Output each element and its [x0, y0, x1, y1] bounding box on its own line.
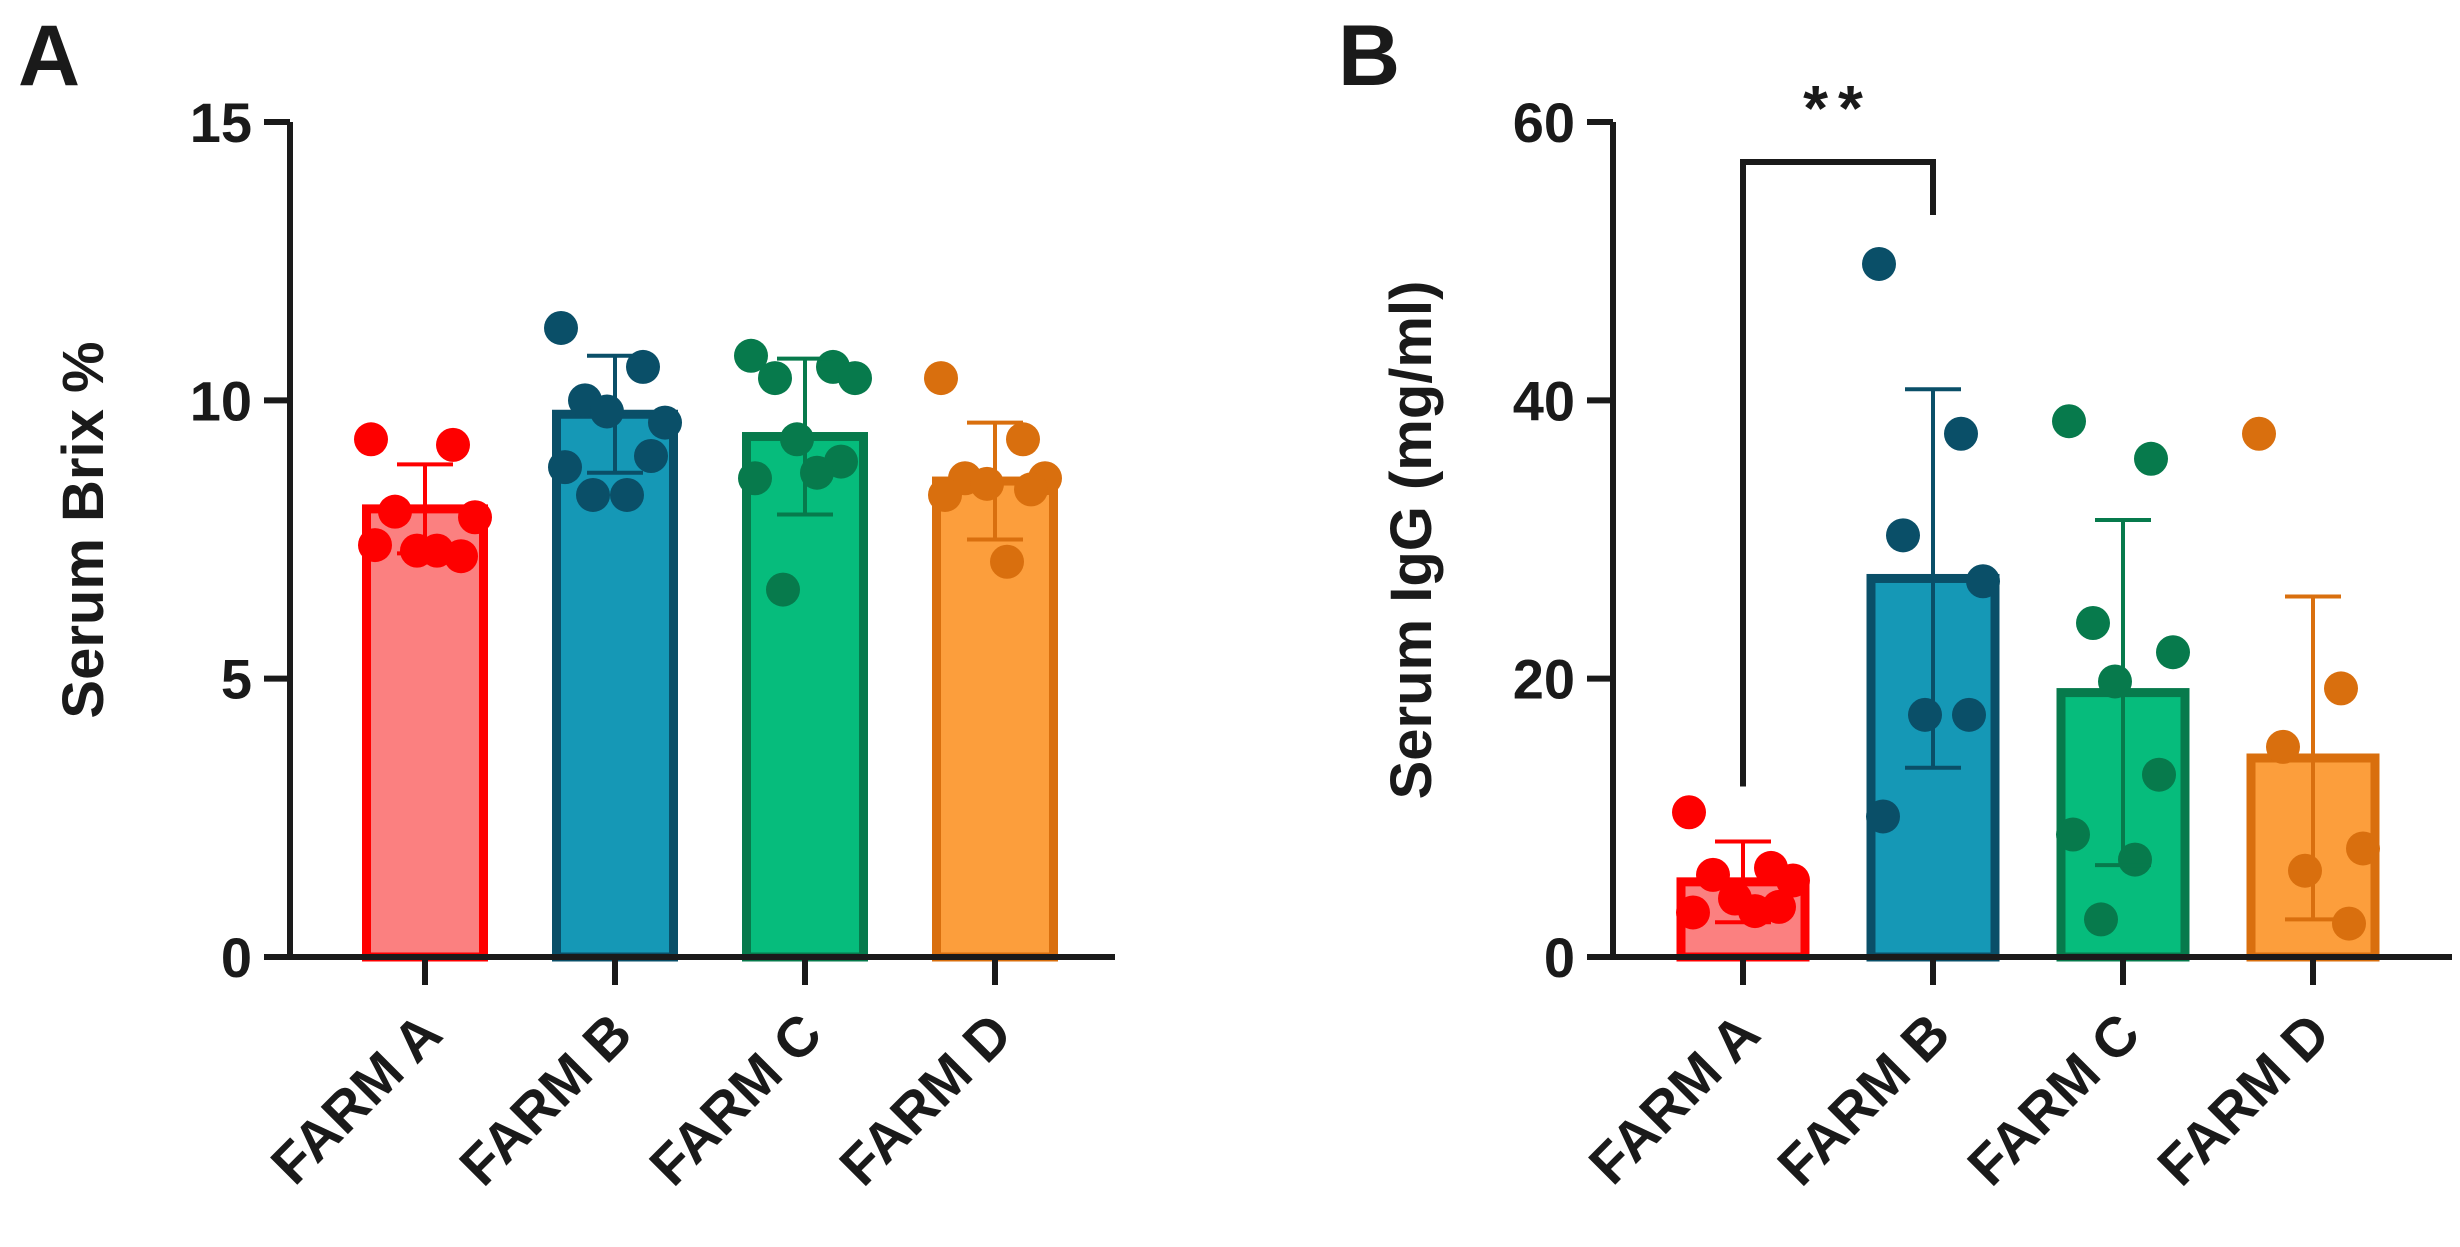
data-point [548, 450, 582, 485]
x-tick-label: FARM C [637, 1001, 833, 1197]
y-tick-label: 5 [221, 648, 252, 711]
data-point [2076, 606, 2110, 640]
data-point [766, 572, 800, 607]
bar-farm-a [362, 504, 488, 962]
data-point [1738, 894, 1772, 929]
data-point [2098, 664, 2132, 699]
data-point [1908, 697, 1942, 732]
data-point [2288, 853, 2322, 888]
data-point [590, 394, 624, 429]
data-point [1776, 863, 1810, 898]
data-point [458, 500, 492, 535]
x-tick-label: FARM D [2145, 1001, 2341, 1197]
data-point [2134, 441, 2168, 476]
data-point [1006, 422, 1040, 457]
y-tick-label: 10 [190, 369, 252, 432]
data-point [758, 361, 792, 396]
y-tick-label: 60 [1513, 91, 1575, 154]
data-point [2084, 902, 2118, 937]
x-tick-label: FARM C [1955, 1001, 2151, 1197]
data-point [1866, 799, 1900, 834]
data-point [1672, 795, 1706, 830]
data-point [2142, 757, 2176, 792]
data-point [1014, 472, 1048, 507]
y-axis-title: Serum Brix % [51, 341, 116, 718]
data-point [358, 528, 392, 563]
data-point [738, 461, 772, 496]
data-point [2266, 729, 2300, 764]
data-point [2332, 906, 2366, 941]
data-point [1886, 518, 1920, 553]
data-point [2324, 671, 2358, 706]
data-point [378, 494, 412, 529]
panel-letter: B [1338, 8, 1400, 104]
y-tick-label: 40 [1513, 369, 1575, 432]
panel-letter: A [18, 8, 80, 104]
data-point [626, 349, 660, 384]
data-point [420, 533, 454, 568]
data-point [634, 439, 668, 473]
data-point [2156, 635, 2190, 670]
x-tick-label: FARM B [447, 1001, 643, 1197]
data-point [734, 338, 768, 373]
y-tick-label: 20 [1513, 648, 1575, 711]
data-point [576, 477, 610, 512]
y-axis-title: Serum IgG (mg/ml) [1379, 281, 1444, 800]
data-point [544, 310, 578, 345]
data-point [2052, 404, 2086, 439]
data-point [1676, 895, 1710, 930]
data-point [924, 361, 958, 396]
data-point [800, 455, 834, 490]
data-point [970, 466, 1004, 501]
data-point [610, 477, 644, 512]
data-point [780, 422, 814, 457]
significance-label: ** [1803, 72, 1873, 144]
data-point [928, 477, 962, 512]
data-point [436, 427, 470, 462]
data-point [2346, 831, 2380, 866]
y-tick-label: 15 [190, 91, 252, 154]
data-point [648, 405, 682, 440]
y-tick-label: 0 [221, 926, 252, 989]
y-tick-label: 0 [1544, 926, 1575, 989]
data-point [1944, 416, 1978, 451]
data-point [1966, 564, 2000, 599]
x-tick-label: FARM A [1577, 1001, 1772, 1196]
x-tick-label: FARM A [259, 1001, 454, 1196]
x-tick-label: FARM D [827, 1001, 1023, 1197]
data-point [838, 361, 872, 396]
data-point [2118, 842, 2152, 877]
data-point [2056, 817, 2090, 852]
data-point [1952, 697, 1986, 732]
significance-bracket [1740, 159, 1936, 787]
data-point [990, 544, 1024, 579]
data-point [354, 422, 388, 457]
data-point [2242, 416, 2276, 451]
data-point [1862, 246, 1896, 281]
data-point [1696, 857, 1730, 892]
x-tick-label: FARM B [1765, 1001, 1961, 1197]
